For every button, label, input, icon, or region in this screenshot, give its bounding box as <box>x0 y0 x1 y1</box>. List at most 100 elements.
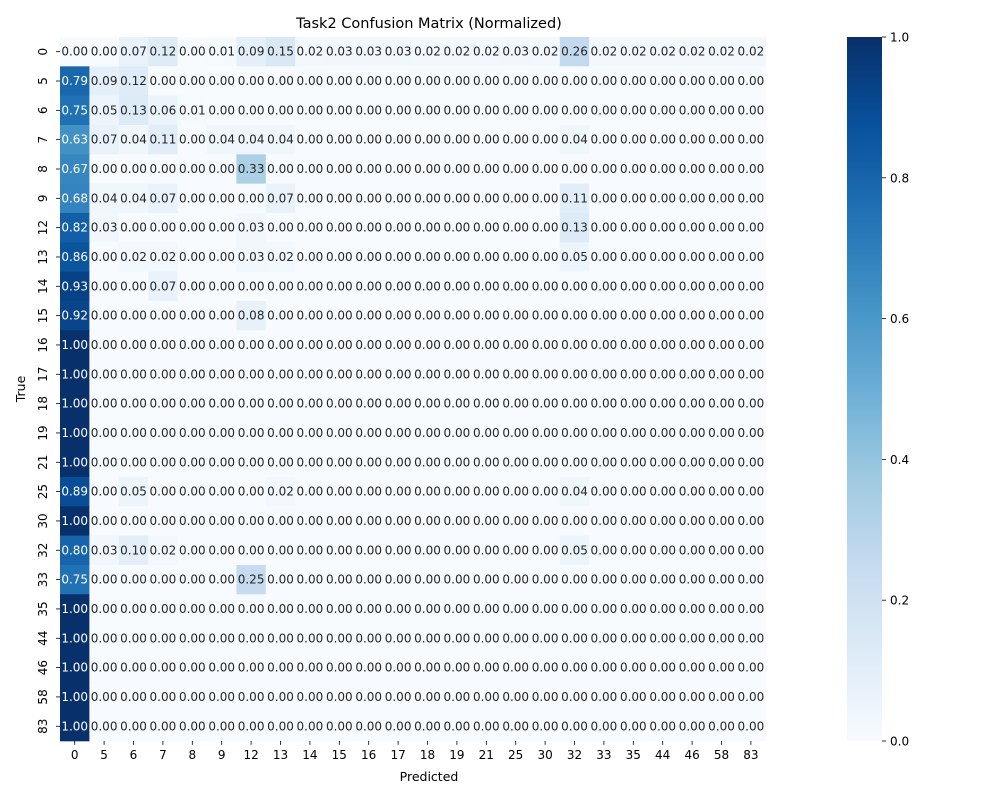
heatmap-cell <box>60 300 90 331</box>
x-tick-label: 17 <box>390 748 405 762</box>
heatmap-cell <box>118 37 149 67</box>
x-tick-label: 30 <box>537 748 552 762</box>
heatmap-cell <box>236 242 267 273</box>
cell-value-label: 0.00 <box>326 221 353 235</box>
cell-value-label: 0.00 <box>150 514 177 528</box>
heatmap-cell <box>648 66 678 97</box>
heatmap-cell <box>442 124 472 155</box>
heatmap-cell <box>736 447 766 478</box>
cell-value-label: 0.00 <box>620 103 647 117</box>
heatmap-cell <box>412 183 443 214</box>
cell-value-label: 0.00 <box>738 103 765 117</box>
y-tick-label: 12 <box>36 220 50 235</box>
colorbar-tick-label: 0.2 <box>890 594 909 608</box>
cell-value-label: 0.00 <box>208 74 235 88</box>
heatmap-cell <box>706 564 737 595</box>
heatmap-cell <box>706 154 737 185</box>
heatmap-cell <box>177 330 208 361</box>
heatmap-cell <box>559 66 590 97</box>
heatmap-cell <box>148 330 178 361</box>
cell-value-label: 0.00 <box>267 74 294 88</box>
y-axis-label: True <box>13 375 28 403</box>
heatmap-cell <box>589 506 619 537</box>
heatmap-cell <box>236 506 267 537</box>
heatmap-cell <box>295 564 325 595</box>
heatmap-cell <box>118 242 149 273</box>
cell-value-label: 0.00 <box>679 485 706 499</box>
heatmap-cell <box>89 95 120 126</box>
cell-value-label: 0.86 <box>61 250 88 264</box>
cell-value-label: 0.00 <box>444 103 471 117</box>
cell-value-label: 0.00 <box>414 573 441 587</box>
cell-value-label: 0.00 <box>502 133 529 147</box>
heatmap-cell <box>706 594 737 624</box>
cell-value-label: 0.04 <box>561 485 588 499</box>
cell-value-label: 0.00 <box>120 279 147 293</box>
cell-value-label: 0.00 <box>120 455 147 469</box>
cell-value-label: 0.00 <box>561 279 588 293</box>
cell-value-label: 0.00 <box>267 279 294 293</box>
heatmap-cell <box>706 300 737 331</box>
heatmap-cell <box>677 124 708 155</box>
heatmap-cell <box>559 95 590 126</box>
heatmap-cell <box>648 124 678 155</box>
heatmap-cell <box>383 359 414 390</box>
cell-value-label: 0.00 <box>414 250 441 264</box>
cell-value-label: 0.00 <box>91 631 118 645</box>
cell-value-label: 0.00 <box>326 279 353 293</box>
heatmap-cell <box>736 95 766 126</box>
cell-value-label: 0.00 <box>473 397 500 411</box>
cell-value-label: 0.00 <box>708 133 735 147</box>
cell-value-label: 0.00 <box>708 279 735 293</box>
heatmap-cell <box>530 447 561 478</box>
cell-value-label: 0.00 <box>738 133 765 147</box>
cell-value-label: 0.00 <box>385 543 412 557</box>
heatmap-cell <box>706 682 737 712</box>
heatmap-cell <box>60 183 90 214</box>
heatmap-cell <box>89 388 120 419</box>
heatmap-cell <box>148 476 178 507</box>
cell-value-label: 0.00 <box>444 74 471 88</box>
y-tick-label: 14 <box>36 279 50 294</box>
cell-value-label: 0.00 <box>326 661 353 675</box>
cell-value-label: 0.00 <box>502 602 529 616</box>
heatmap-cell <box>559 300 590 331</box>
cell-value-label: 0.00 <box>385 250 412 264</box>
heatmap-cell <box>706 242 737 273</box>
heatmap-cell <box>589 300 619 331</box>
heatmap-cell <box>354 476 384 507</box>
heatmap-cell <box>471 682 502 712</box>
heatmap-cell <box>383 682 414 712</box>
cell-value-label: 0.00 <box>238 367 265 381</box>
cell-value-label: 0.00 <box>738 631 765 645</box>
heatmap-cell <box>177 95 208 126</box>
heatmap-cell <box>118 95 149 126</box>
cell-value-label: 0.00 <box>179 250 206 264</box>
cell-value-label: 0.00 <box>649 338 676 352</box>
heatmap-cell <box>442 37 472 67</box>
cell-value-label: 0.07 <box>150 279 177 293</box>
cell-value-label: 0.00 <box>179 485 206 499</box>
heatmap-cell <box>648 183 678 214</box>
heatmap-cell <box>589 623 619 654</box>
heatmap-cell <box>677 711 708 742</box>
cell-value-label: 0.00 <box>355 661 382 675</box>
heatmap-cell <box>530 682 561 712</box>
heatmap-cell <box>207 711 237 742</box>
cell-value-label: 0.05 <box>561 543 588 557</box>
heatmap-cell <box>530 652 561 683</box>
heatmap-cell <box>118 418 149 449</box>
heatmap-cell <box>324 300 355 331</box>
heatmap-cell <box>501 447 531 478</box>
colorbar-tick-label: 0.8 <box>890 171 909 185</box>
heatmap-cell <box>736 711 766 742</box>
cell-value-label: 0.00 <box>355 573 382 587</box>
cell-value-label: 0.00 <box>208 309 235 323</box>
cell-value-label: 0.00 <box>649 162 676 176</box>
heatmap-cell <box>442 535 472 566</box>
heatmap-cell <box>736 330 766 361</box>
heatmap-cell <box>177 623 208 654</box>
cell-value-label: 0.00 <box>649 543 676 557</box>
cell-value-label: 0.00 <box>238 543 265 557</box>
heatmap-cell <box>207 594 237 624</box>
